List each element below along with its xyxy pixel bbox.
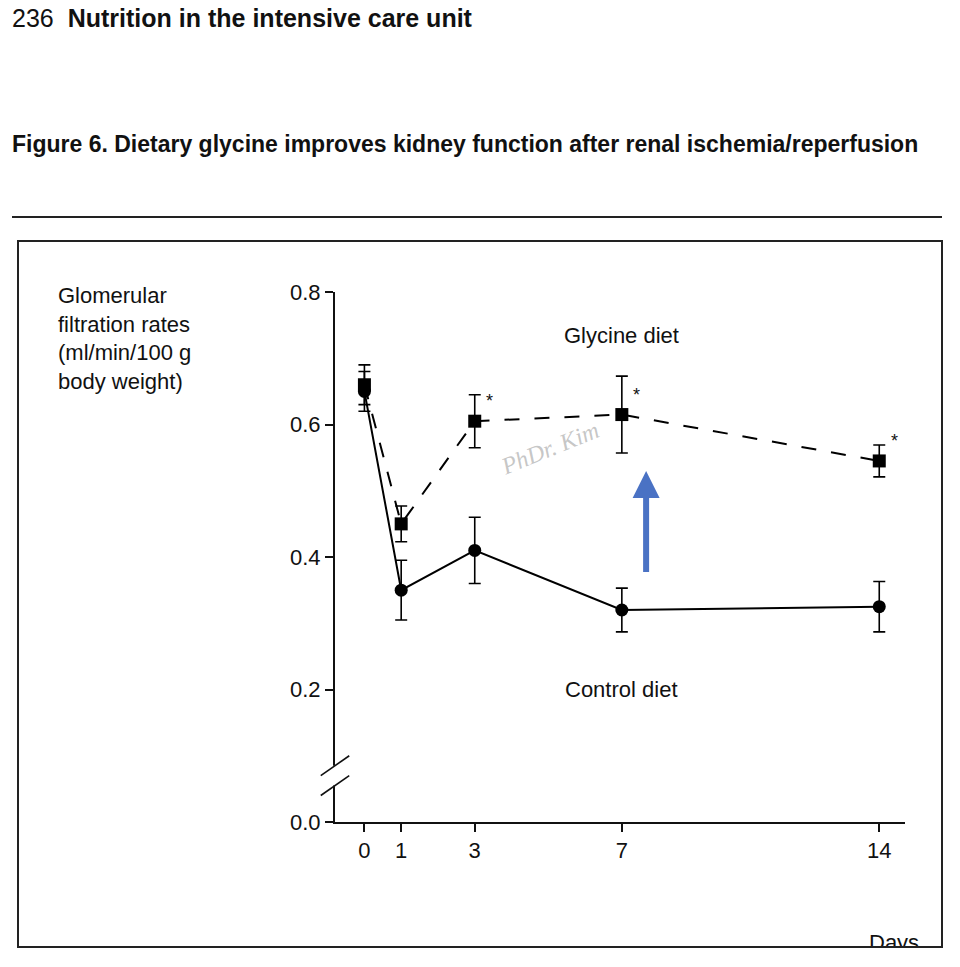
html-text:Nutrition in the intensive car: Nutrition in the intensive care unit	[67, 4, 472, 32]
svg-text:*: *	[891, 431, 898, 451]
svg-text:Glomerularfiltration rates(ml/: Glomerularfiltration rates(ml/min/100 gb…	[58, 283, 191, 394]
svg-text:PhDr. Kim: PhDr. Kim	[497, 417, 603, 480]
svg-text:Glycine diet: Glycine diet	[564, 323, 679, 348]
svg-text:0.8: 0.8	[290, 280, 321, 305]
svg-text:7: 7	[616, 838, 628, 863]
svg-text:14: 14	[867, 838, 891, 863]
svg-text:0: 0	[358, 838, 370, 863]
svg-text:1: 1	[395, 838, 407, 863]
svg-text:Days: Days	[869, 930, 919, 946]
svg-text:Control diet: Control diet	[565, 677, 678, 702]
svg-text:3: 3	[469, 838, 481, 863]
svg-text:0.4: 0.4	[290, 545, 321, 570]
svg-text:0.0: 0.0	[290, 810, 321, 835]
svg-text:0.2: 0.2	[290, 677, 321, 702]
html-text:Figure 6. Dietary glycine impr: Figure 6. Dietary glycine improves kidne…	[12, 131, 919, 157]
html-text:236: 236	[12, 4, 54, 32]
svg-text:*: *	[486, 391, 493, 411]
svg-text:0.6: 0.6	[290, 412, 321, 437]
svg-text:*: *	[633, 385, 640, 405]
